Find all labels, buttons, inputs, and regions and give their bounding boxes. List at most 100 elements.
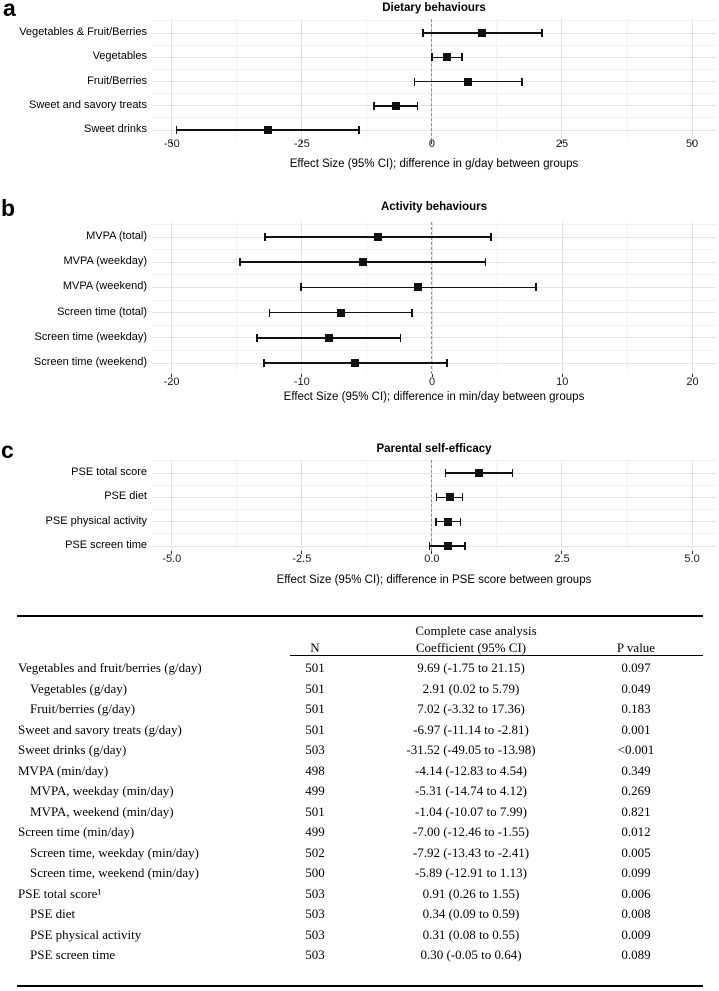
axis-tick-label: 5.0 <box>684 553 700 565</box>
error-bar-cap-left <box>264 233 266 241</box>
minor-gridline-h <box>152 20 716 22</box>
minor-gridline-h <box>152 93 716 95</box>
coefficient-value: -1.04 (-10.07 to 7.99) <box>415 803 527 819</box>
point-marker <box>336 308 345 317</box>
p-value: 0.349 <box>621 762 651 778</box>
point-marker <box>374 233 383 241</box>
coefficient-value: 2.91 (0.02 to 5.79) <box>422 680 520 696</box>
axis-tick-label: 20 <box>686 376 699 388</box>
axis-tick-mark <box>171 141 173 144</box>
major-gridline-h <box>152 496 716 498</box>
error-bar-cap-right <box>399 333 402 342</box>
row-label: MVPA, weekend (min/day) <box>30 803 174 819</box>
axis-tick-mark <box>561 141 563 144</box>
error-bar-cap-left <box>300 283 302 292</box>
axis-tick-mark <box>692 374 694 377</box>
n-value: 502 <box>305 844 325 860</box>
table-bottom-rule <box>17 985 703 987</box>
error-bar-cap-left <box>422 29 424 37</box>
minor-gridline-h <box>152 508 716 510</box>
minor-gridline-h <box>152 484 716 486</box>
p-value: 0.008 <box>621 906 651 922</box>
panel-letter-c: c <box>1 437 14 463</box>
category-label: Screen time (total) <box>57 305 147 318</box>
axis-tick-mark <box>691 551 693 554</box>
category-label: Sweet drinks <box>84 123 147 135</box>
p-value: 0.099 <box>621 865 651 881</box>
table-header-rule <box>290 655 703 656</box>
point-marker <box>464 77 473 86</box>
error-bar-cap-right <box>511 469 514 477</box>
category-label: Vegetables <box>92 50 147 63</box>
minor-gridline-h <box>152 274 716 276</box>
major-gridline-v <box>561 222 563 374</box>
error-bar-cap-right <box>484 258 487 267</box>
axis-tick-mark <box>431 141 433 144</box>
error-bar-cap-left <box>431 53 433 62</box>
error-bar-cap-left <box>428 542 431 550</box>
minor-gridline-v <box>496 460 498 551</box>
category-label: Screen time (weekday) <box>34 330 148 343</box>
coefficient-value: 0.91 (0.26 to 1.55) <box>422 885 520 901</box>
minor-gridline-v <box>366 222 368 374</box>
axis-tick-label: -2.5 <box>292 553 312 565</box>
major-gridline-v <box>691 19 693 141</box>
major-gridline-h <box>152 337 716 339</box>
axis-tick-mark <box>301 141 303 144</box>
category-label: PSE physical activity <box>45 514 147 527</box>
n-value: 501 <box>305 680 325 696</box>
coefficient-value: -7.92 (-13.43 to -2.41) <box>412 844 530 860</box>
axis-tick-label: 10 <box>556 376 569 388</box>
minor-gridline-h <box>152 68 716 70</box>
p-value: 0.049 <box>621 680 651 696</box>
row-label: Screen time (min/day) <box>18 824 135 840</box>
error-bar-cap-right <box>464 542 466 550</box>
n-value: 500 <box>305 865 325 881</box>
p-value: 0.089 <box>621 947 651 963</box>
axis-tick-label: 25 <box>555 138 569 150</box>
row-label: Sweet and savory treats (g/day) <box>18 721 182 737</box>
axis-tick-mark <box>431 551 433 554</box>
category-label: MVPA (weekend) <box>62 280 147 293</box>
col-header-pvalue: P value <box>616 640 656 655</box>
minor-gridline-h <box>152 117 716 119</box>
minor-gridline-h <box>152 460 716 462</box>
panel-letter-a: a <box>3 0 16 21</box>
p-value: 0.001 <box>621 721 651 737</box>
major-gridline-v <box>301 460 303 551</box>
error-bar-cap-right <box>535 283 537 292</box>
axis-tick-mark <box>171 374 173 377</box>
axis-tick-label: -10 <box>293 376 310 388</box>
row-label: Vegetables (g/day) <box>30 680 128 696</box>
category-label: Sweet and savory treats <box>28 98 147 111</box>
major-gridline-h <box>152 521 716 523</box>
error-bar-cap-left <box>413 77 416 86</box>
axis-tick-label: -50 <box>163 138 180 150</box>
row-label: Screen time, weekday (min/day) <box>30 844 199 860</box>
minor-gridline-v <box>236 19 238 141</box>
axis-tick-label: 2.5 <box>554 553 570 565</box>
axis-tick-label: -20 <box>163 376 180 388</box>
error-bar-cap-right <box>416 101 419 110</box>
row-label: PSE diet <box>30 906 76 922</box>
zero-reference-line <box>431 460 433 551</box>
panel-b-x-axis-title: Effect Size (95% CI); difference in min/… <box>283 391 585 403</box>
row-label: MVPA, weekday (min/day) <box>30 783 174 799</box>
error-bar-cap-left <box>263 359 265 367</box>
row-label: Vegetables and fruit/berries (g/day) <box>18 660 202 675</box>
category-label: PSE total score <box>71 466 147 478</box>
n-value: 501 <box>305 803 325 819</box>
category-label: Vegetables & Fruit/Berries <box>19 26 147 38</box>
axis-tick-label: -5.0 <box>162 553 182 565</box>
row-label: Sweet drinks (g/day) <box>18 742 127 758</box>
point-marker <box>445 493 454 502</box>
coefficient-value: -31.52 (-49.05 to -13.98) <box>406 742 536 758</box>
n-value: 503 <box>305 947 325 963</box>
axis-tick-mark <box>691 141 693 144</box>
row-label: MVPA (min/day) <box>18 762 109 778</box>
n-value: 498 <box>305 762 325 778</box>
major-gridline-v <box>561 460 563 551</box>
panel-c-title: Parental self-efficacy <box>376 443 492 455</box>
coefficient-value: -5.89 (-12.91 to 1.13) <box>415 865 527 881</box>
